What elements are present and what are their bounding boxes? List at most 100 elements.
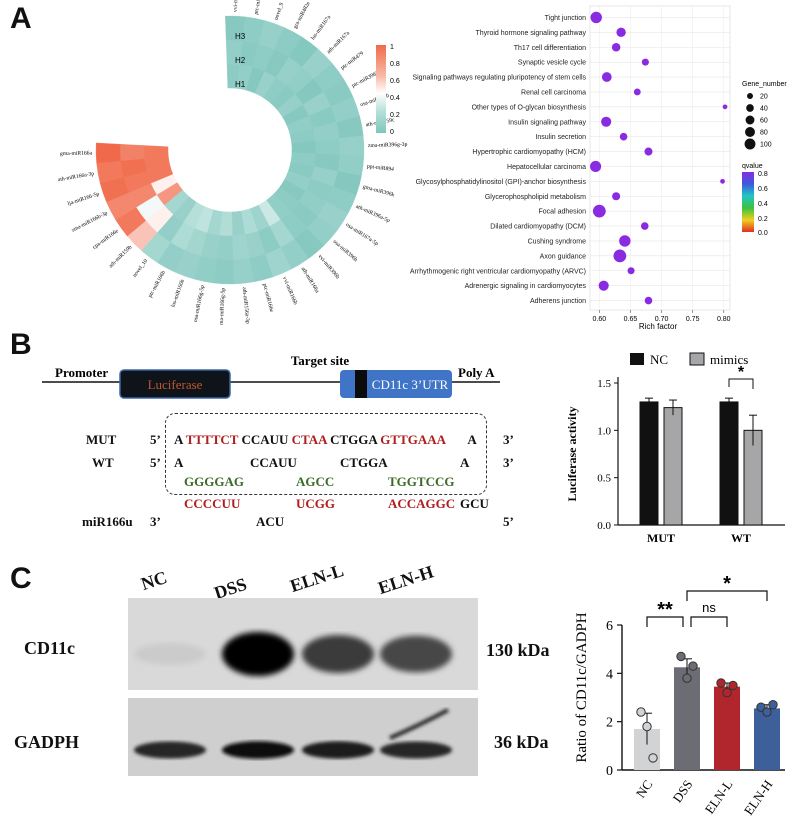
heatmap-column-label: ppt-miR894 — [367, 164, 395, 173]
wt-a2: A — [460, 455, 470, 470]
heatmap-column-label: ptc-miR166b — [148, 270, 167, 299]
luc-ylabel: Luciferase activity — [565, 407, 579, 502]
heatmap-cell — [119, 144, 145, 161]
legend-swatch-mimics — [689, 352, 705, 366]
gadph-band — [302, 741, 374, 759]
legend-color-title: qvalue — [742, 163, 763, 170]
heatmap-column-label: lus-miR167a — [310, 14, 332, 41]
legend-size-dot — [746, 104, 754, 112]
lane-label-eln-h: ELN-H — [375, 561, 436, 599]
ratio-datapoint — [728, 680, 738, 691]
luc-ytick-label: 1.0 — [597, 425, 611, 437]
utr-label: CD11c 3’UTR — [372, 377, 449, 392]
ring-label-h3: H3 — [235, 32, 246, 41]
mut-3prime: 3’ — [503, 432, 514, 447]
ratio-sig-label: * — [723, 573, 731, 595]
wt-b1: CCAUU — [250, 455, 297, 470]
ratio-ytick-label: 0 — [606, 764, 613, 779]
heatmap-column-label: vvi-miR396a — [233, 0, 240, 12]
luc-category-label: MUT — [647, 531, 675, 545]
polya-label: Poly A — [458, 365, 495, 380]
heatmap-column-label: osa-miR166g-5p — [193, 285, 206, 323]
ratio-datapoint — [688, 661, 698, 671]
ratio-sig-label: ** — [657, 599, 673, 621]
kegg-bubble — [611, 42, 621, 52]
kegg-pathway-label: Thyroid hormone signaling pathway — [475, 30, 586, 37]
ratio-sig-bracket — [690, 616, 728, 627]
circular-heatmap: vvi-miR396aptc-miR396novel_9gra-miR482el… — [57, 0, 407, 325]
mir-5prime: 5’ — [503, 514, 514, 529]
heatmap-column-label: lja-miR166-5p — [67, 191, 100, 207]
kegg-xtick-label: 0.75 — [686, 316, 700, 323]
legend-label-nc: NC — [650, 352, 668, 367]
luc-ytick-label: 1.5 — [597, 378, 611, 390]
kegg-pathway-label: Glycosylphosphatidylinositol (GPI)-ancho… — [416, 179, 587, 186]
heatmap-column-label: ath-miR396a-5p — [355, 204, 391, 224]
ratio-ylabel: Ratio of CD11c/GADPH — [574, 612, 590, 762]
legend-size-title: Gene_number — [742, 81, 787, 88]
wt-b2: CTGGA — [340, 455, 388, 470]
heatmap-column-label: ath-miR166a-3p — [57, 171, 94, 183]
target-site-label: Target site — [291, 355, 350, 368]
heatmap-column-label: ath-miR159b — [108, 244, 133, 269]
kegg-pathway-label: Renal cell carcinoma — [521, 89, 586, 96]
mut-label: MUT — [86, 432, 117, 447]
mir-seq-2: UCGG — [296, 496, 335, 511]
kegg-pathway-label: Insulin signaling pathway — [508, 119, 586, 126]
legend-label-mimics: mimics — [710, 352, 748, 367]
ratio-sig-label: ns — [702, 600, 716, 615]
kegg-xlabel: Rich factor — [639, 322, 678, 330]
kegg-pathway-label: Dilated cardiomyopathy (DCM) — [490, 224, 586, 231]
luciferase-label: Luciferase — [148, 377, 203, 392]
heatmap-column-label: zma-miR166b-3p — [71, 210, 109, 233]
pairing-seq-2: AGCC — [296, 474, 335, 489]
kegg-bubble — [613, 249, 627, 263]
kegg-bubble — [720, 178, 725, 184]
heatmap-column-label: cpa-miR166e — [92, 228, 120, 251]
cd11c-band — [222, 632, 294, 676]
kegg-pathway-label: Th17 cell differentiation — [514, 45, 586, 52]
ratio-datapoint — [648, 753, 658, 763]
kegg-plot-area — [589, 5, 731, 311]
kegg-pathway-label: Cushing syndrome — [528, 238, 586, 245]
ring-label-h2: H2 — [235, 56, 246, 65]
ratio-category-label: NC — [633, 777, 656, 800]
ratio-ytick-label: 2 — [606, 716, 613, 731]
heatmap-column-label: ptc-miR396f — [351, 70, 380, 89]
utr-box — [340, 370, 452, 398]
heatmap-column-label: lus-miR166b — [170, 279, 186, 309]
ratio-bar — [754, 708, 780, 770]
luc-sig-star: * — [738, 364, 745, 381]
kegg-pathway-label: Axon guidance — [540, 253, 586, 260]
qvalue-tick: 0.4 — [758, 201, 768, 208]
wt-5prime: 5’ — [150, 455, 161, 470]
kegg-pathway-label: Tight junction — [545, 15, 586, 22]
kegg-pathway-label: Synaptic vesicle cycle — [518, 60, 586, 67]
kegg-pathway-label: Glycerophospholipid metabolism — [485, 194, 586, 201]
heatmap-column-label: vvi-miR166b — [281, 276, 298, 306]
kegg-bubble — [612, 192, 621, 201]
legend-size-label: 100 — [760, 142, 772, 149]
legend-size-dot — [747, 93, 753, 99]
kegg-bubble — [601, 116, 612, 127]
colorbar-tick: 0.6 — [390, 78, 400, 85]
ratio-ytick-label: 6 — [606, 619, 613, 634]
legend-size-dot — [745, 115, 755, 125]
blot-artifact — [389, 708, 449, 740]
luc-category-label: WT — [731, 531, 751, 545]
panel-letter-c: C — [10, 562, 32, 595]
heatmap-column-label: ath-miR167a — [326, 30, 351, 55]
gadph-band — [222, 741, 294, 759]
ratio-sig-bracket — [646, 616, 684, 627]
kegg-pathway-label: Hypertrophic cardiomyopathy (HCM) — [472, 149, 586, 156]
heatmap-column-label: ptc-miR166e — [261, 283, 274, 313]
kegg-xtick-label: 0.70 — [655, 316, 669, 323]
mut-seq: A TTTTCT CCAUU CTAA CTGGA GTTGAAA A — [174, 432, 477, 447]
kegg-bubble — [641, 58, 649, 66]
colorbar-tick: 0.8 — [390, 61, 400, 68]
band1-kda: 130 kDa — [486, 640, 550, 660]
promoter-label: Promoter — [55, 365, 108, 380]
ratio-sig-bracket — [686, 590, 768, 601]
ratio-datapoint — [768, 700, 778, 710]
cd11c-ratio-bar-chart: 0 2 4 6 Ratio of CD11c/GADPH NC DSS ELN-L ELN-H *… — [574, 573, 785, 818]
